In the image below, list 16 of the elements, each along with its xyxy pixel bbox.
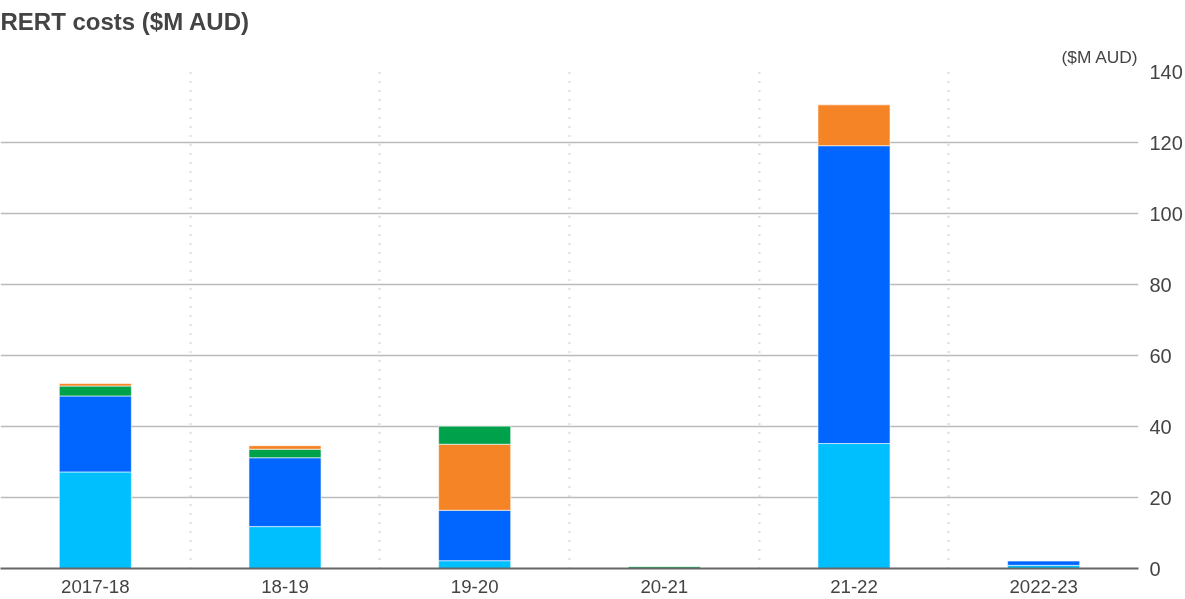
x-tick-label: 2022-23	[1009, 575, 1078, 597]
chart-title: RERT costs ($M AUD)	[0, 7, 249, 35]
x-tick-label: 19-20	[450, 575, 499, 597]
y-tick-label: 140	[1149, 60, 1183, 83]
y-tick-label: 0	[1149, 557, 1161, 580]
y-tick-label: 100	[1149, 202, 1183, 225]
y-tick-label: 80	[1149, 273, 1172, 296]
x-tick-label: 2017-18	[61, 575, 130, 597]
y-tick-label: 120	[1149, 131, 1183, 154]
x-tick-label: 21-22	[830, 575, 878, 597]
y-axis-title: ($M AUD)	[1061, 46, 1138, 67]
y-tick-label: 40	[1149, 415, 1172, 438]
x-tick-label: 18-19	[261, 575, 309, 597]
x-tick-label: 20-21	[640, 575, 689, 597]
y-tick-label: 20	[1149, 486, 1172, 509]
y-tick-label: 60	[1149, 344, 1172, 367]
